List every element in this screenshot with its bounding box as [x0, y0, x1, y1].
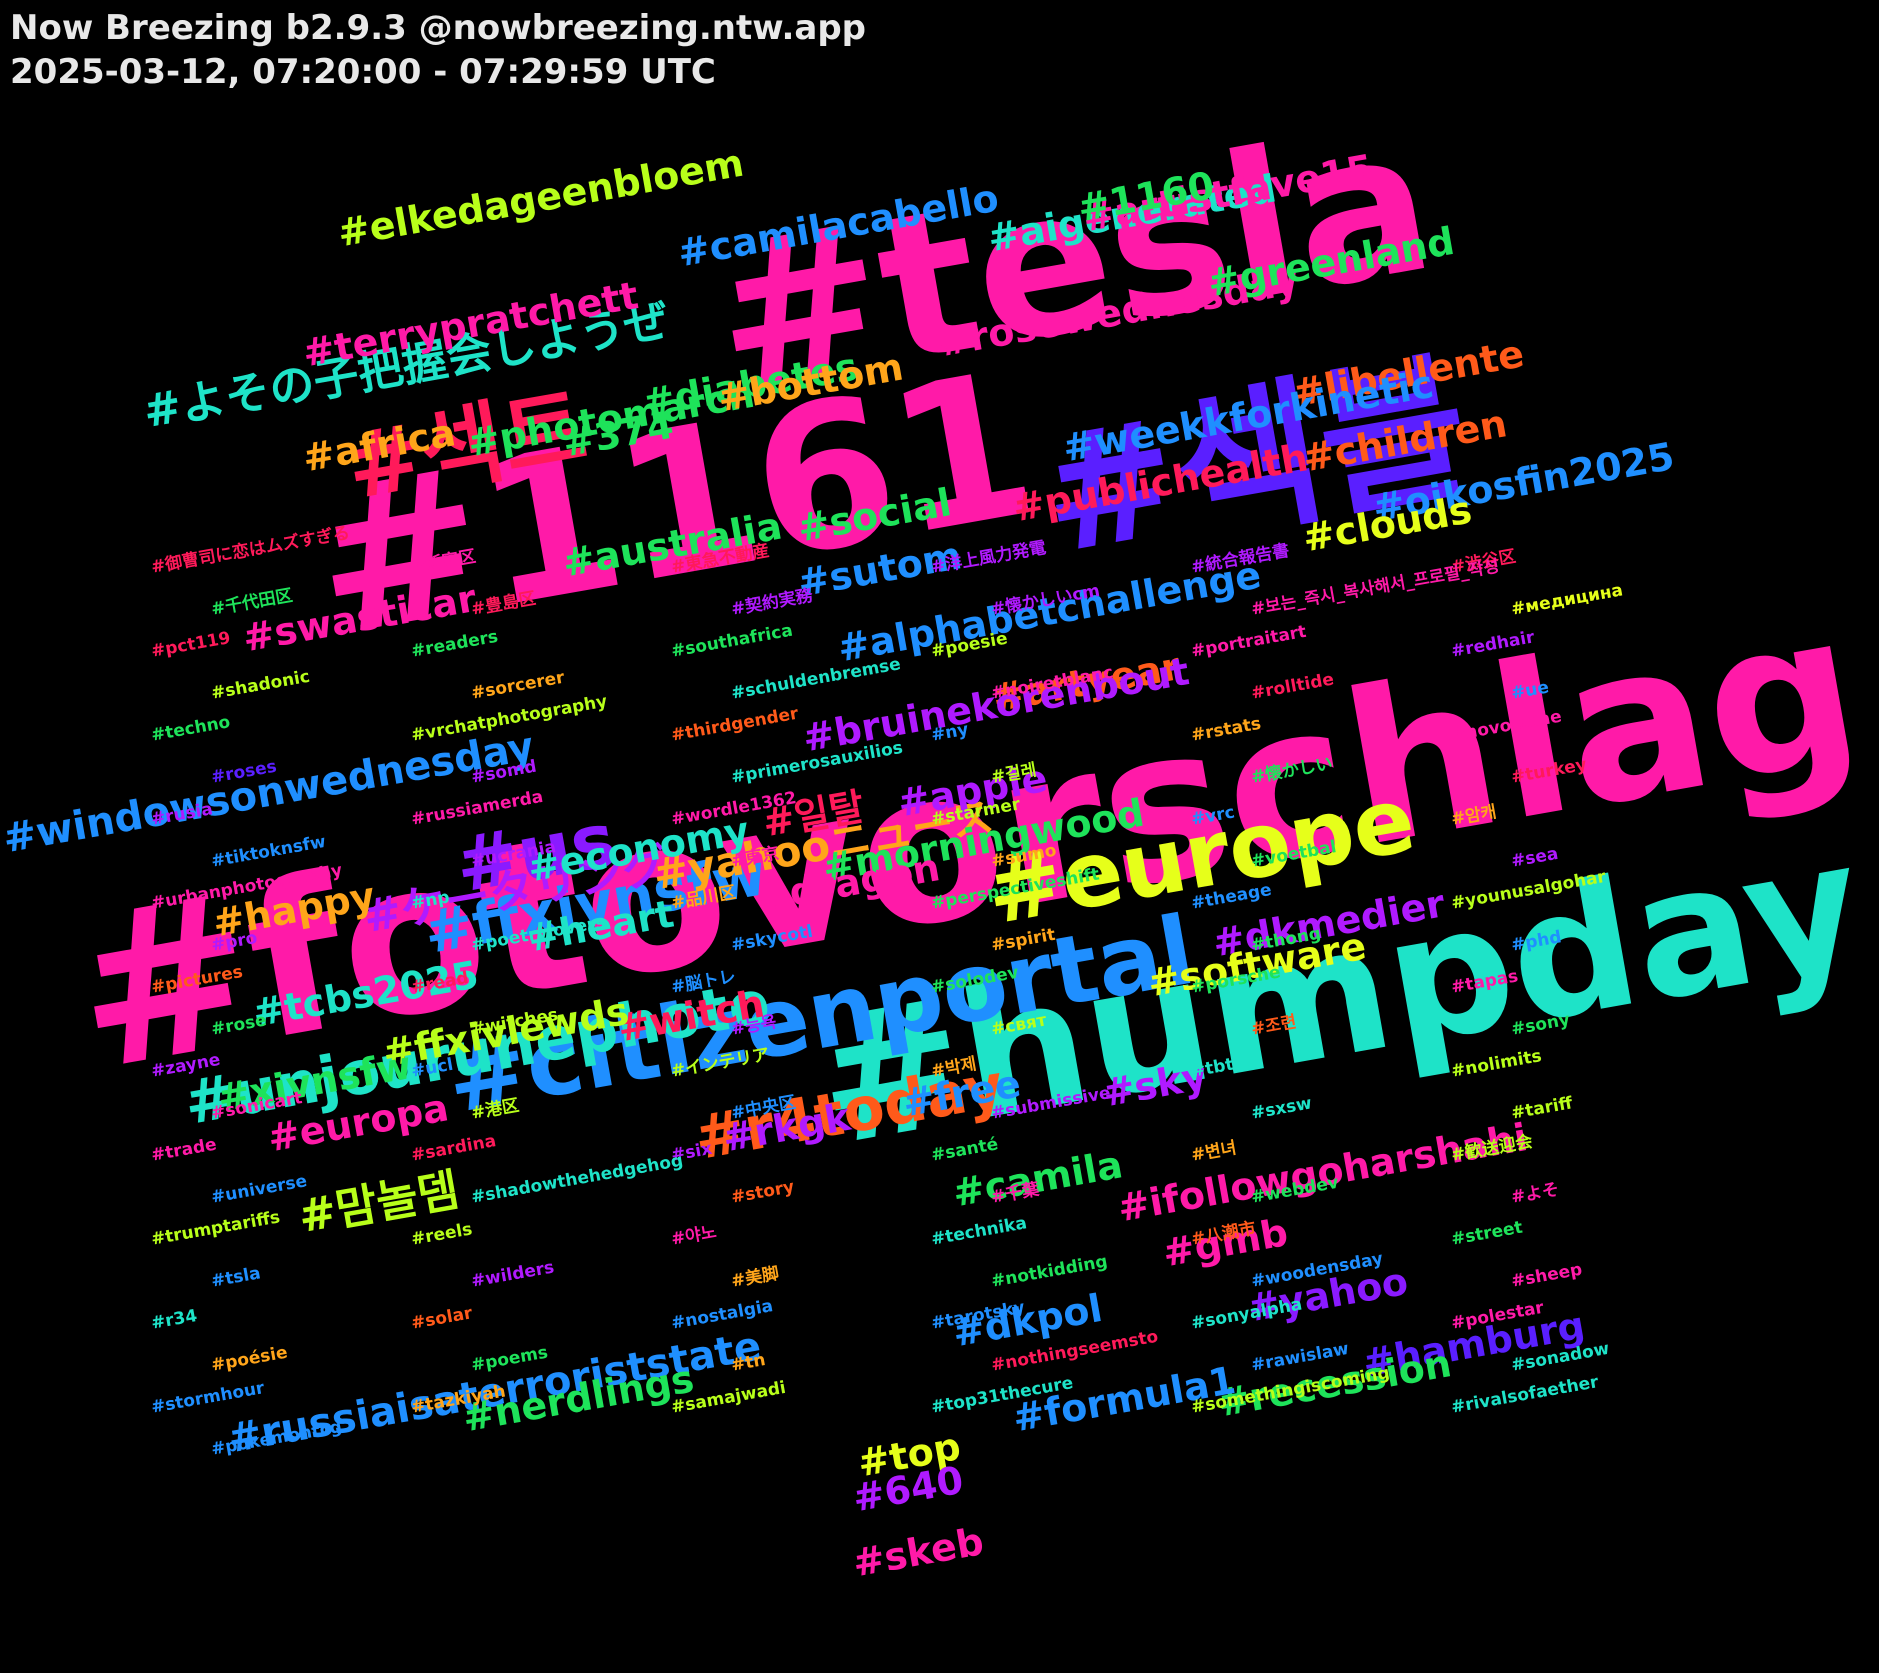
hashtag[interactable]: #thirdgender — [669, 703, 800, 746]
hashtag[interactable]: #야노 — [669, 1222, 718, 1250]
hashtag[interactable]: #notkidding — [989, 1251, 1110, 1292]
hashtag[interactable]: #story — [729, 1176, 796, 1208]
hashtag[interactable]: #wilders — [469, 1257, 556, 1292]
hashtag[interactable]: #r34 — [149, 1305, 199, 1334]
hashtag[interactable]: #shadonic — [209, 666, 312, 704]
hashtag[interactable]: #sardina — [409, 1131, 498, 1166]
hashtag[interactable]: #skeb — [849, 1519, 987, 1586]
hashtag[interactable]: #shadowthehedgehog — [469, 1150, 685, 1208]
hashtag[interactable]: #techno — [149, 712, 232, 746]
hashtag[interactable]: #reels — [409, 1219, 474, 1250]
hashtag[interactable]: #rivalsofaether — [1449, 1372, 1601, 1418]
hashtag[interactable]: #tariff — [1509, 1093, 1575, 1124]
hashtag[interactable]: #よそ — [1509, 1179, 1561, 1208]
hashtag[interactable]: #universe — [209, 1171, 309, 1208]
hashtag[interactable]: #보는_즉시_복사해서_프로필_작성 — [1249, 556, 1501, 620]
hashtag[interactable]: #southafrica — [669, 620, 795, 662]
hashtag[interactable]: #ifollowgoharshahi — [1114, 1114, 1531, 1231]
hashtag[interactable]: #trade — [149, 1134, 219, 1166]
hashtag[interactable]: #schuldenbremse — [729, 654, 903, 704]
app-title: Now Breezing b2.9.3 @nowbreezing.ntw.app — [10, 8, 866, 48]
hashtag[interactable]: #trumptariffs — [149, 1207, 282, 1250]
hashtag[interactable]: #tsla — [209, 1263, 263, 1292]
hashtag[interactable]: #pct119 — [149, 628, 233, 662]
hashtag[interactable]: #technika — [929, 1213, 1029, 1250]
time-range: 2025-03-12, 07:20:00 - 07:29:59 UTC — [10, 52, 716, 92]
hashtag[interactable]: #sheep — [1509, 1259, 1584, 1292]
hashtag[interactable]: #stormhour — [149, 1378, 266, 1418]
hashtag[interactable]: #street — [1449, 1217, 1525, 1250]
hashtag[interactable]: #美脚 — [729, 1263, 781, 1292]
hashtag[interactable]: #nostalgia — [669, 1296, 775, 1334]
hashtag[interactable]: #sorcerer — [469, 667, 567, 704]
hashtag[interactable]: #poésie — [209, 1342, 290, 1376]
hashtag[interactable]: #tn — [729, 1350, 768, 1376]
hashtag[interactable]: #solar — [409, 1303, 474, 1334]
hashtag[interactable]: #변녀 — [1189, 1138, 1238, 1166]
hashtag[interactable]: #portraitart — [1189, 621, 1308, 662]
